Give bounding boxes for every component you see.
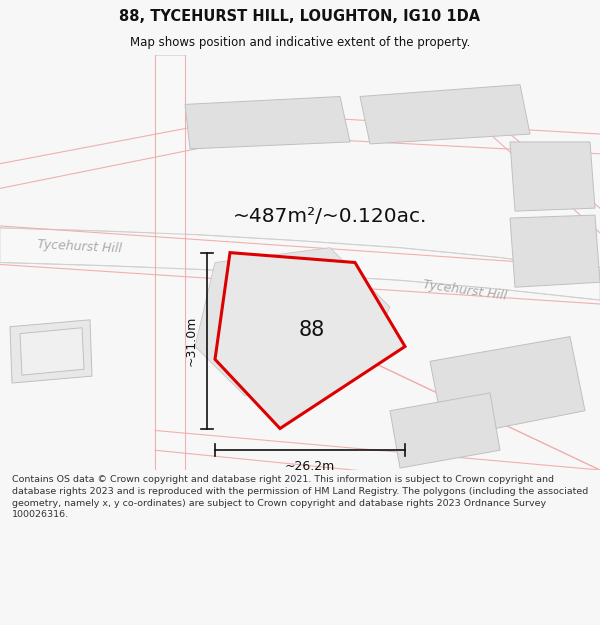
Text: Tycehurst Hill: Tycehurst Hill (422, 278, 508, 302)
Polygon shape (360, 84, 530, 144)
Polygon shape (0, 228, 600, 300)
Polygon shape (215, 253, 405, 429)
Text: 88, TYCEHURST HILL, LOUGHTON, IG10 1DA: 88, TYCEHURST HILL, LOUGHTON, IG10 1DA (119, 9, 481, 24)
Text: Tycehurst Hill: Tycehurst Hill (37, 238, 122, 256)
Polygon shape (20, 328, 84, 375)
Polygon shape (510, 142, 595, 211)
Text: ~26.2m: ~26.2m (285, 459, 335, 472)
Polygon shape (185, 96, 350, 149)
Polygon shape (430, 337, 585, 438)
Text: Map shows position and indicative extent of the property.: Map shows position and indicative extent… (130, 36, 470, 49)
Text: ~31.0m: ~31.0m (185, 316, 197, 366)
Polygon shape (10, 320, 92, 383)
Polygon shape (195, 248, 390, 396)
Text: ~487m²/~0.120ac.: ~487m²/~0.120ac. (233, 206, 427, 226)
Polygon shape (390, 393, 500, 468)
Text: Contains OS data © Crown copyright and database right 2021. This information is : Contains OS data © Crown copyright and d… (12, 475, 588, 519)
Polygon shape (155, 55, 185, 470)
Polygon shape (510, 215, 600, 288)
Text: 88: 88 (299, 320, 325, 340)
